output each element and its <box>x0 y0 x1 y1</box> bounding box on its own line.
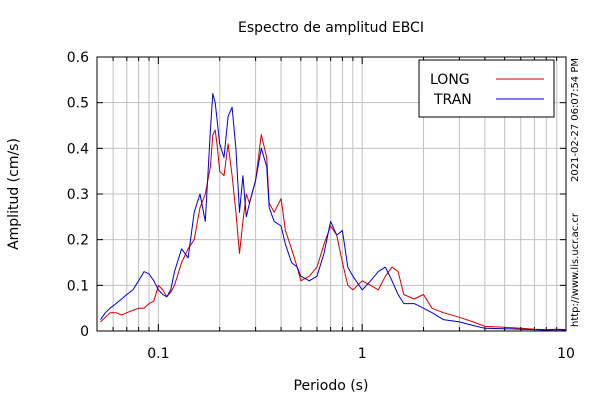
x-tick-label: 1 <box>358 346 367 362</box>
series-line-long <box>100 129 567 331</box>
series-line-tran <box>100 93 567 331</box>
y-tick-label: 0.6 <box>67 50 89 66</box>
chart-title: Espectro de amplitud EBCI <box>238 20 424 36</box>
legend-label-long: LONG <box>430 72 470 88</box>
source-url-label: http://www.lis.ucr.ac.cr <box>570 212 581 327</box>
legend: LONG TRAN <box>418 59 555 118</box>
legend-label-tran: TRAN <box>433 92 472 108</box>
y-tick-label: 0.3 <box>67 187 89 203</box>
legend-box <box>418 59 555 118</box>
series-lines <box>100 93 567 331</box>
x-tick-label: 0.1 <box>147 346 169 362</box>
y-axis-label: Amplitud (cm/s) <box>6 138 22 250</box>
x-axis-label: Periodo (s) <box>294 378 369 394</box>
x-tick-label: 10 <box>557 346 575 362</box>
y-tick-label: 0.4 <box>67 141 89 157</box>
y-tick-label: 0 <box>80 324 89 340</box>
timestamp-label: 2021-02-27 06:07:54 PM <box>570 58 581 182</box>
y-tick-label: 0.2 <box>67 233 89 249</box>
axis-ticks: 0 0.1 0.2 0.3 0.4 0.5 0.6 0.1 1 10 <box>67 50 575 362</box>
y-tick-label: 0.1 <box>67 278 89 294</box>
y-tick-label: 0.5 <box>67 96 89 112</box>
